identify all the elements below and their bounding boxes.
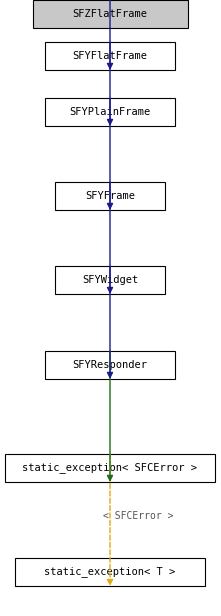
FancyBboxPatch shape (5, 454, 215, 482)
Text: SFYWidget: SFYWidget (82, 275, 138, 285)
FancyBboxPatch shape (45, 351, 175, 379)
FancyBboxPatch shape (55, 182, 165, 210)
Text: static_exception< SFCError >: static_exception< SFCError > (23, 463, 198, 474)
FancyBboxPatch shape (15, 558, 205, 586)
Text: SFYFrame: SFYFrame (85, 191, 135, 201)
FancyBboxPatch shape (45, 42, 175, 70)
Text: SFYPlainFrame: SFYPlainFrame (69, 107, 151, 117)
FancyBboxPatch shape (32, 0, 187, 28)
Text: SFZFlatFrame: SFZFlatFrame (72, 9, 147, 19)
Text: SFYResponder: SFYResponder (72, 360, 147, 370)
FancyBboxPatch shape (55, 266, 165, 294)
Text: static_exception< T >: static_exception< T > (44, 567, 176, 577)
Text: SFYFlatFrame: SFYFlatFrame (72, 51, 147, 61)
FancyBboxPatch shape (45, 98, 175, 126)
Text: < SFCError >: < SFCError > (103, 511, 173, 521)
